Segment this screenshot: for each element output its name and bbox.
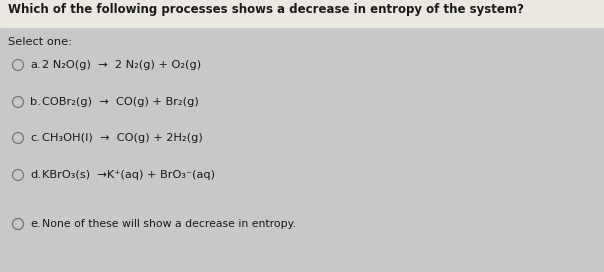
Text: a.: a. (30, 60, 40, 70)
Text: Select one:: Select one: (8, 37, 72, 47)
Text: d.: d. (30, 170, 41, 180)
Text: None of these will show a decrease in entropy.: None of these will show a decrease in en… (42, 219, 296, 229)
Text: CH₃OH(l)  →  CO(g) + 2H₂(g): CH₃OH(l) → CO(g) + 2H₂(g) (42, 133, 203, 143)
Text: c.: c. (30, 133, 40, 143)
Text: 2 N₂O(g)  →  2 N₂(g) + O₂(g): 2 N₂O(g) → 2 N₂(g) + O₂(g) (42, 60, 201, 70)
Text: Which of the following processes shows a decrease in entropy of the system?: Which of the following processes shows a… (8, 4, 524, 17)
Text: KBrO₃(s)  →K⁺(aq) + BrO₃⁻(aq): KBrO₃(s) →K⁺(aq) + BrO₃⁻(aq) (42, 170, 215, 180)
Text: e.: e. (30, 219, 40, 229)
Text: b.: b. (30, 97, 41, 107)
Bar (0, 0, 604, 27)
Text: COBr₂(g)  →  CO(g) + Br₂(g): COBr₂(g) → CO(g) + Br₂(g) (42, 97, 199, 107)
